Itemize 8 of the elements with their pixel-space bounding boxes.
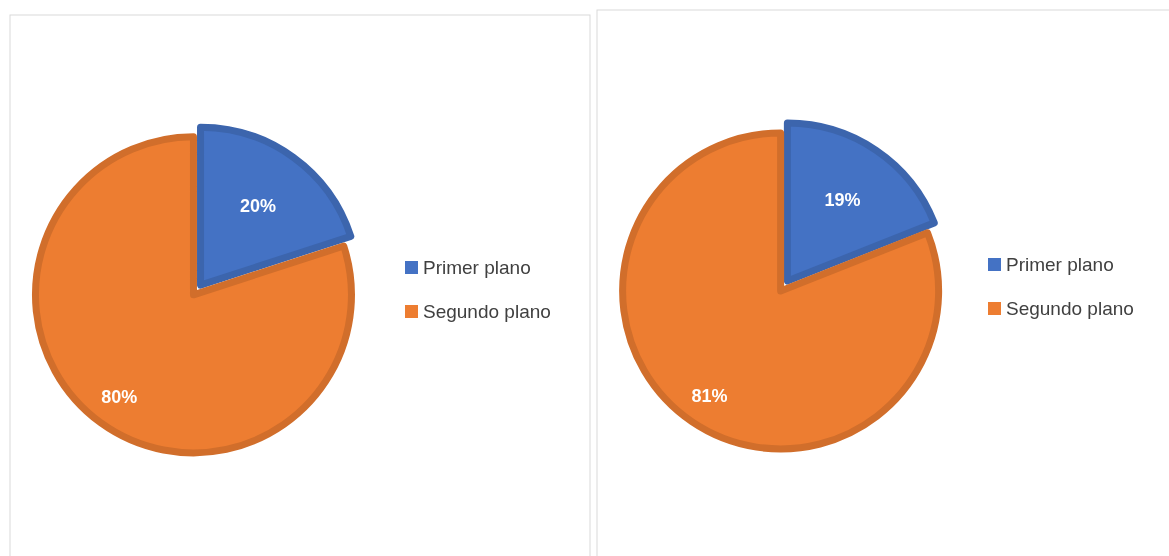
legend-label: Segundo plano <box>1006 297 1134 319</box>
legend-label: Primer plano <box>1006 253 1114 275</box>
data-label: 80% <box>101 387 138 408</box>
data-label: 20% <box>240 195 277 216</box>
legend-label: Primer plano <box>423 256 531 278</box>
data-label: 19% <box>824 190 861 211</box>
legend-label: Segundo plano <box>423 300 551 322</box>
data-label: 81% <box>691 385 728 406</box>
